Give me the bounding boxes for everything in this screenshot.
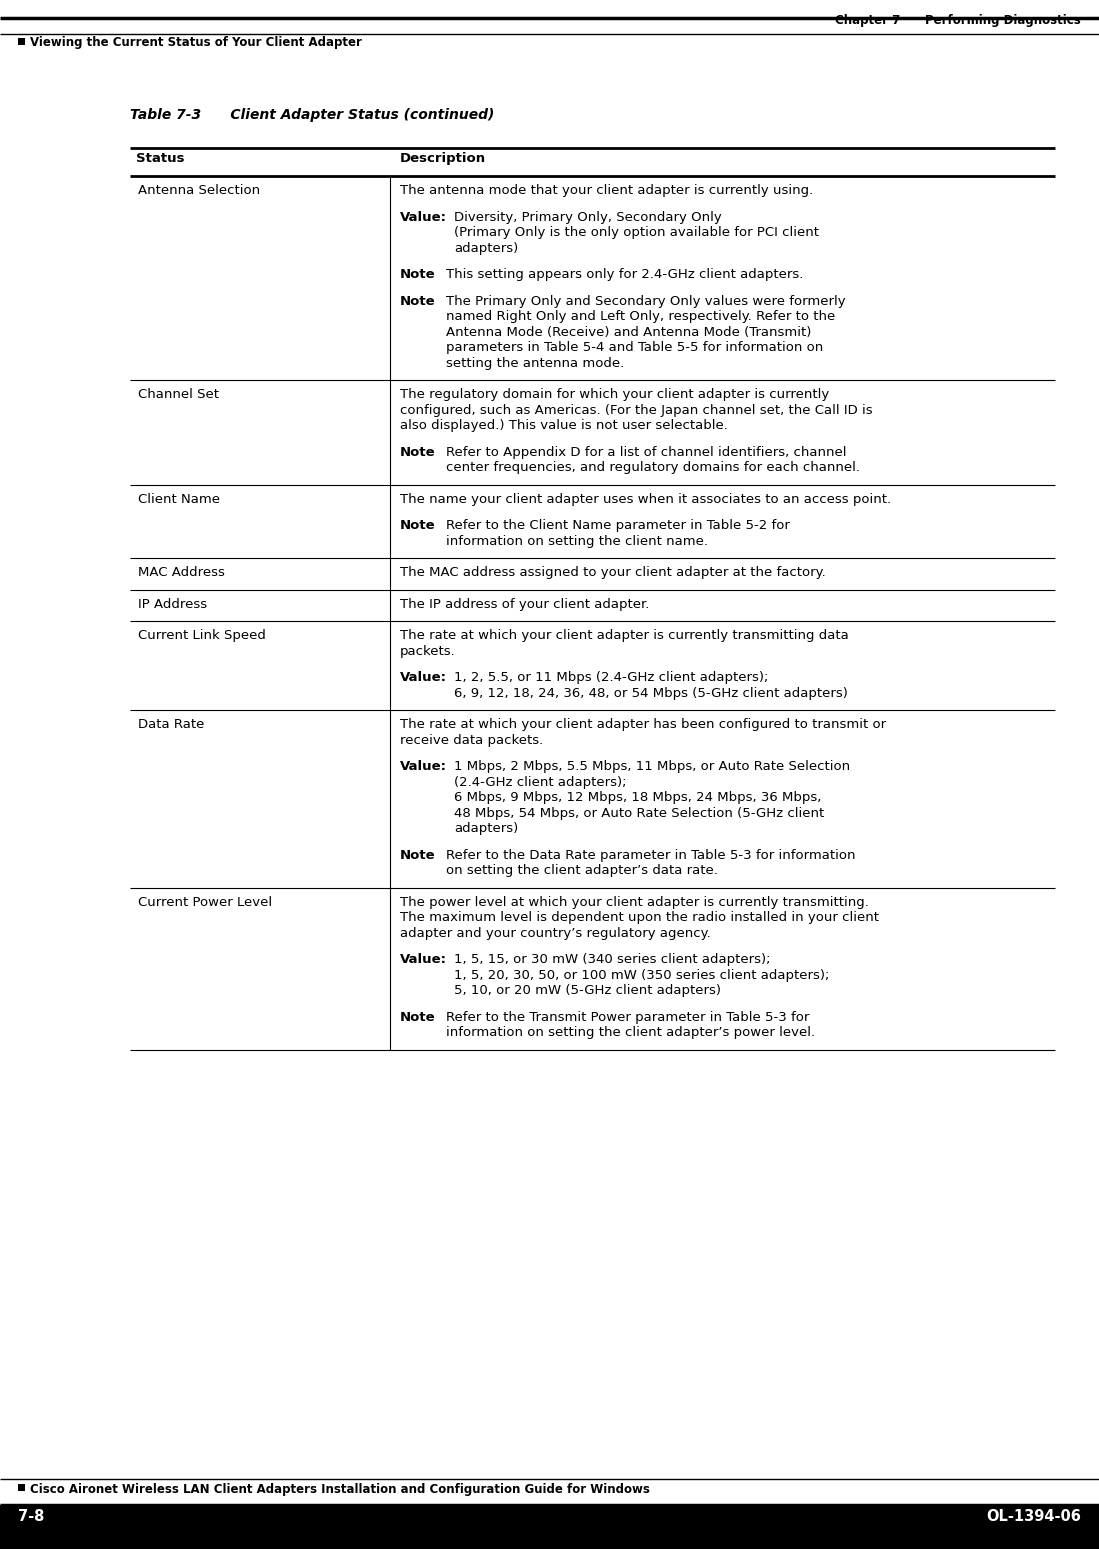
Text: (Primary Only is the only option available for PCI client: (Primary Only is the only option availab… xyxy=(454,226,819,239)
Text: Antenna Mode (Receive) and Antenna Mode (Transmit): Antenna Mode (Receive) and Antenna Mode … xyxy=(446,325,811,339)
Text: Note: Note xyxy=(400,446,435,459)
Text: MAC Address: MAC Address xyxy=(138,565,225,579)
Text: OL-1394-06: OL-1394-06 xyxy=(986,1509,1081,1524)
Text: Refer to the Client Name parameter in Table 5-2 for: Refer to the Client Name parameter in Ta… xyxy=(446,519,790,531)
Text: Data Rate: Data Rate xyxy=(138,719,204,731)
Text: Status: Status xyxy=(136,152,185,166)
Text: Viewing the Current Status of Your Client Adapter: Viewing the Current Status of Your Clien… xyxy=(30,36,362,50)
Text: parameters in Table 5-4 and Table 5-5 for information on: parameters in Table 5-4 and Table 5-5 fo… xyxy=(446,341,823,355)
Text: The MAC address assigned to your client adapter at the factory.: The MAC address assigned to your client … xyxy=(400,565,825,579)
Text: Description: Description xyxy=(400,152,486,166)
Text: Current Link Speed: Current Link Speed xyxy=(138,629,266,641)
Bar xyxy=(0,1506,1099,1549)
Text: The name your client adapter uses when it associates to an access point.: The name your client adapter uses when i… xyxy=(400,493,891,505)
Text: receive data packets.: receive data packets. xyxy=(400,734,543,747)
Text: 48 Mbps, 54 Mbps, or Auto Rate Selection (5-GHz client: 48 Mbps, 54 Mbps, or Auto Rate Selection… xyxy=(454,807,824,819)
Text: Refer to Appendix D for a list of channel identifiers, channel: Refer to Appendix D for a list of channe… xyxy=(446,446,846,459)
Text: 6 Mbps, 9 Mbps, 12 Mbps, 18 Mbps, 24 Mbps, 36 Mbps,: 6 Mbps, 9 Mbps, 12 Mbps, 18 Mbps, 24 Mbp… xyxy=(454,792,821,804)
Text: Antenna Selection: Antenna Selection xyxy=(138,184,260,197)
Text: setting the antenna mode.: setting the antenna mode. xyxy=(446,356,624,370)
Text: Client Name: Client Name xyxy=(138,493,220,505)
Text: Refer to the Data Rate parameter in Table 5-3 for information: Refer to the Data Rate parameter in Tabl… xyxy=(446,849,855,861)
Text: The power level at which your client adapter is currently transmitting.: The power level at which your client ada… xyxy=(400,895,869,909)
Text: Value:: Value: xyxy=(400,211,447,223)
Text: Channel Set: Channel Set xyxy=(138,387,219,401)
Text: information on setting the client name.: information on setting the client name. xyxy=(446,534,708,547)
Text: The rate at which your client adapter is currently transmitting data: The rate at which your client adapter is… xyxy=(400,629,848,641)
Bar xyxy=(18,1484,25,1492)
Text: adapters): adapters) xyxy=(454,823,519,835)
Text: configured, such as Americas. (For the Japan channel set, the Call ID is: configured, such as Americas. (For the J… xyxy=(400,403,873,417)
Text: 5, 10, or 20 mW (5-GHz client adapters): 5, 10, or 20 mW (5-GHz client adapters) xyxy=(454,984,721,998)
Text: information on setting the client adapter’s power level.: information on setting the client adapte… xyxy=(446,1025,815,1039)
Text: adapters): adapters) xyxy=(454,242,519,254)
Text: Cisco Aironet Wireless LAN Client Adapters Installation and Configuration Guide : Cisco Aironet Wireless LAN Client Adapte… xyxy=(30,1482,650,1496)
Text: 7-8: 7-8 xyxy=(18,1509,44,1524)
Text: Note: Note xyxy=(400,849,435,861)
Text: Note: Note xyxy=(400,519,435,531)
Text: (2.4-GHz client adapters);: (2.4-GHz client adapters); xyxy=(454,776,626,788)
Text: also displayed.) This value is not user selectable.: also displayed.) This value is not user … xyxy=(400,418,728,432)
Text: named Right Only and Left Only, respectively. Refer to the: named Right Only and Left Only, respecti… xyxy=(446,310,835,324)
Text: The Primary Only and Secondary Only values were formerly: The Primary Only and Secondary Only valu… xyxy=(446,294,845,308)
Text: The maximum level is dependent upon the radio installed in your client: The maximum level is dependent upon the … xyxy=(400,911,879,925)
Text: Value:: Value: xyxy=(400,761,447,773)
Bar xyxy=(18,39,25,45)
Text: 1, 2, 5.5, or 11 Mbps (2.4-GHz client adapters);: 1, 2, 5.5, or 11 Mbps (2.4-GHz client ad… xyxy=(454,671,768,685)
Text: Note: Note xyxy=(400,1010,435,1024)
Text: Table 7-3      Client Adapter Status (continued): Table 7-3 Client Adapter Status (continu… xyxy=(130,108,495,122)
Text: 1 Mbps, 2 Mbps, 5.5 Mbps, 11 Mbps, or Auto Rate Selection: 1 Mbps, 2 Mbps, 5.5 Mbps, 11 Mbps, or Au… xyxy=(454,761,851,773)
Text: Refer to the Transmit Power parameter in Table 5-3 for: Refer to the Transmit Power parameter in… xyxy=(446,1010,809,1024)
Text: This setting appears only for 2.4-GHz client adapters.: This setting appears only for 2.4-GHz cl… xyxy=(446,268,803,280)
Text: Value:: Value: xyxy=(400,671,447,685)
Text: Note: Note xyxy=(400,294,435,308)
Text: Current Power Level: Current Power Level xyxy=(138,895,273,909)
Text: 1, 5, 20, 30, 50, or 100 mW (350 series client adapters);: 1, 5, 20, 30, 50, or 100 mW (350 series … xyxy=(454,968,830,982)
Text: The antenna mode that your client adapter is currently using.: The antenna mode that your client adapte… xyxy=(400,184,813,197)
Text: IP Address: IP Address xyxy=(138,598,207,610)
Text: The regulatory domain for which your client adapter is currently: The regulatory domain for which your cli… xyxy=(400,387,830,401)
Text: center frequencies, and regulatory domains for each channel.: center frequencies, and regulatory domai… xyxy=(446,462,861,474)
Text: 1, 5, 15, or 30 mW (340 series client adapters);: 1, 5, 15, or 30 mW (340 series client ad… xyxy=(454,953,770,967)
Text: Diversity, Primary Only, Secondary Only: Diversity, Primary Only, Secondary Only xyxy=(454,211,722,223)
Text: The IP address of your client adapter.: The IP address of your client adapter. xyxy=(400,598,650,610)
Text: 6, 9, 12, 18, 24, 36, 48, or 54 Mbps (5-GHz client adapters): 6, 9, 12, 18, 24, 36, 48, or 54 Mbps (5-… xyxy=(454,686,847,700)
Text: Chapter 7      Performing Diagnostics: Chapter 7 Performing Diagnostics xyxy=(835,14,1081,26)
Text: The rate at which your client adapter has been configured to transmit or: The rate at which your client adapter ha… xyxy=(400,719,886,731)
Text: on setting the client adapter’s data rate.: on setting the client adapter’s data rat… xyxy=(446,864,718,877)
Text: Note: Note xyxy=(400,268,435,280)
Text: packets.: packets. xyxy=(400,644,456,657)
Text: Value:: Value: xyxy=(400,953,447,967)
Text: adapter and your country’s regulatory agency.: adapter and your country’s regulatory ag… xyxy=(400,926,711,940)
